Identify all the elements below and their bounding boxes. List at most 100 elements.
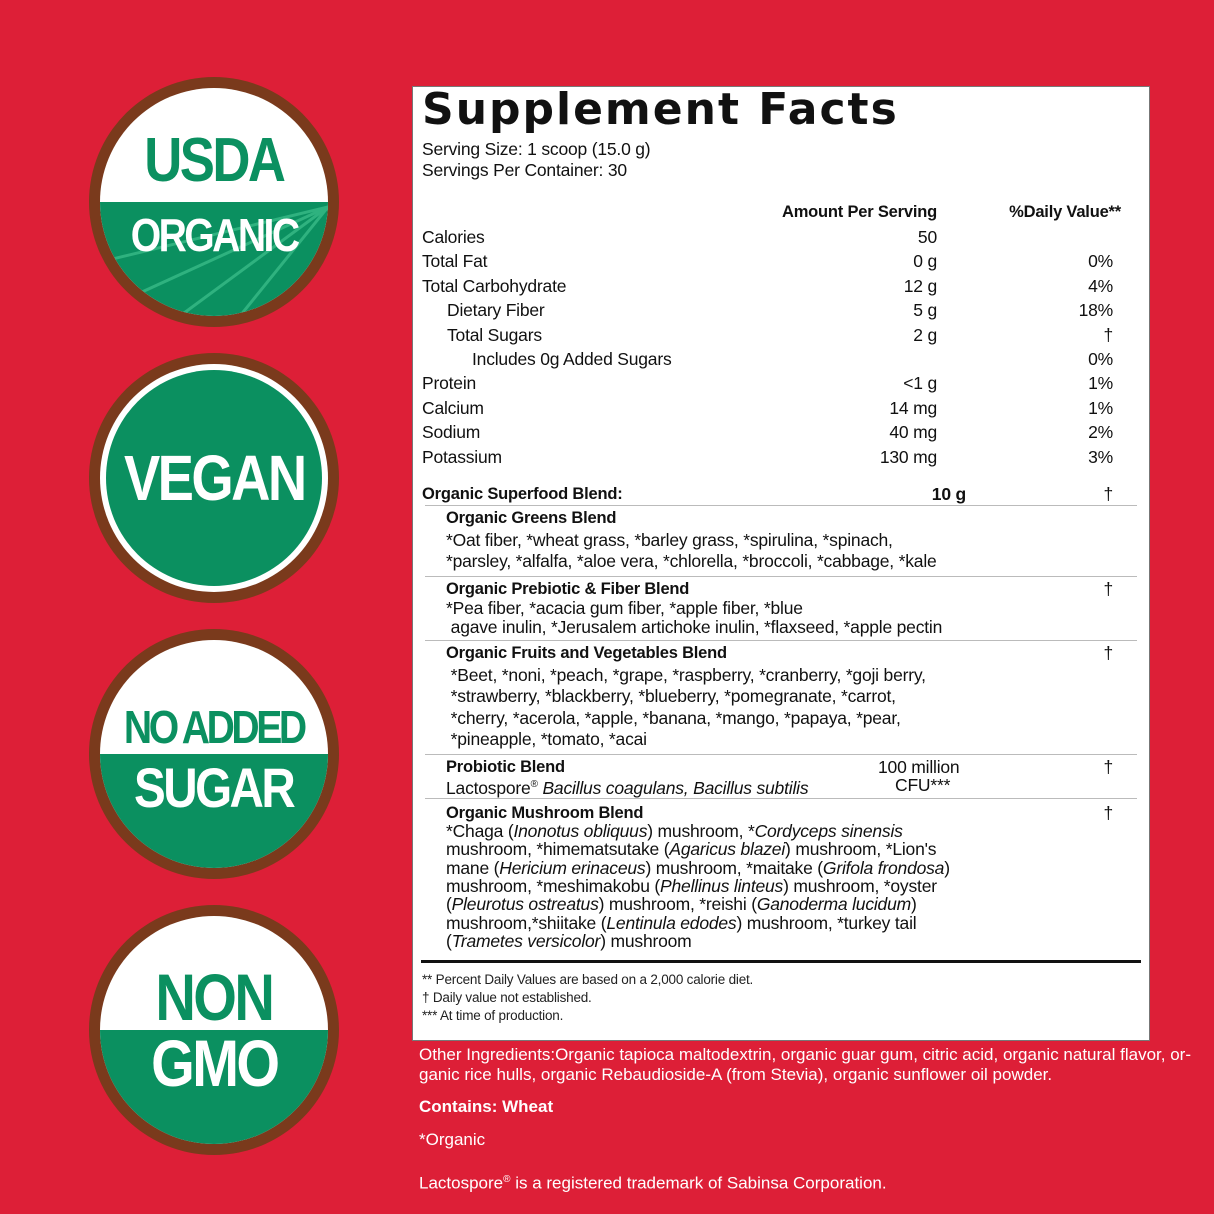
nutrient-daily-value: 0% [1088, 349, 1113, 369]
nutrient-daily-value: 0% [1088, 251, 1113, 272]
trademark-brand: Lactospore [419, 1173, 504, 1193]
species-name: Hericium erinaceus [499, 857, 646, 878]
probiotic-amount: 100 million [878, 757, 960, 777]
gmo-text: GMO [150, 1026, 280, 1100]
vegan-text: VEGAN [123, 442, 307, 514]
divider [425, 640, 1137, 641]
organic-note: *Organic [419, 1130, 486, 1149]
usda-text: USDA [144, 126, 286, 195]
nutrient-amount: 40 mg [889, 422, 937, 443]
ingredient-text: ) mushroom [600, 930, 692, 951]
superfood-blend-dv: † [1103, 484, 1113, 504]
ingredient-text: mushroom, *himematsutake ( [446, 839, 670, 860]
species-name: Inonotus obliquus [513, 821, 648, 841]
mushroom-ingredient-line: (Pleurotus ostreatus) mushroom, *reishi … [446, 894, 917, 914]
sub-blend-ingredients: *Pea fiber, *acacia gum fiber, *apple fi… [446, 598, 803, 618]
ingredient-text: ) mushroom, *reishi ( [598, 894, 757, 915]
other-ingredients-line-1: Other Ingredients:Organic tapioca maltod… [419, 1045, 1191, 1064]
supplement-facts-panel: Supplement Facts Serving Size: 1 scoop (… [412, 84, 1150, 1041]
page-title: Supplement Facts [422, 84, 899, 135]
nutrient-daily-value: 1% [1088, 397, 1113, 418]
usda-organic-badge: USDA ORGANIC [89, 77, 339, 327]
nutrient-name: Total Carbohydrate [422, 275, 567, 296]
non-text: NON [155, 960, 275, 1034]
mushroom-ingredient-line: mane (Hericium erinaceus) mushroom, *mai… [446, 858, 950, 878]
ingredient-text: ) [911, 894, 917, 915]
ingredient-text: mushroom, *meshimakobu ( [446, 875, 661, 896]
superfood-blend-name: Organic Superfood Blend: [422, 485, 623, 503]
footnote-daily-values: ** Percent Daily Values are based on a 2… [422, 972, 754, 987]
nutrient-daily-value: 2% [1088, 422, 1113, 443]
amount-header: Amount Per Serving [781, 203, 937, 221]
servings-per-container: Servings Per Container: 30 [422, 160, 627, 180]
ingredient-text: ) mushroom, *turkey tail [736, 912, 917, 933]
nutrient-name: Sodium [422, 422, 481, 443]
nutrient-name: Calories [422, 227, 485, 247]
species-name: Trametes versicolor [451, 930, 601, 951]
nutrient-daily-value: 18% [1078, 300, 1114, 321]
sub-blend-name: Organic Greens Blend [446, 509, 617, 527]
sub-blend-ingredients: *cherry, *acerola, *apple, *banana, *man… [446, 707, 901, 728]
nutrient-name: Dietary Fiber [447, 300, 545, 321]
species-name: Cordyceps sinensis [754, 821, 903, 841]
mushroom-ingredient-line: mushroom, *himematsutake (Agaricus blaze… [446, 839, 937, 860]
ingredient-text: ( [446, 930, 452, 951]
species-name: Agaricus blazei [669, 839, 786, 860]
allergen-statement: Contains: Wheat [419, 1097, 554, 1116]
non-gmo-badge: NON GMO [89, 905, 339, 1155]
divider [425, 505, 1137, 506]
no-added-text: NO ADDED [124, 701, 307, 753]
ingredient-text: *Chaga ( [446, 821, 514, 841]
registered-mark: ® [530, 779, 538, 790]
sub-blend-dv: † [1103, 643, 1113, 663]
nutrient-amount: 50 [917, 227, 937, 247]
nutrient-amount: 14 mg [889, 397, 937, 418]
species-name: Ganoderma lucidum [756, 894, 912, 915]
serving-size: Serving Size: 1 scoop (15.0 g) [422, 139, 651, 159]
nutrient-name: Calcium [422, 397, 484, 418]
footnote-dagger: † Daily value not established. [422, 990, 592, 1005]
nutrient-amount: 5 g [913, 300, 937, 321]
sub-blend-ingredients: agave inulin, *Jerusalem artichoke inuli… [446, 617, 943, 637]
probiotic-dv: † [1103, 757, 1113, 777]
probiotic-ingredients: Lactospore® Bacillus coagulans, Bacillus… [446, 775, 809, 798]
divider [425, 754, 1137, 755]
nutrient-amount: 12 g [903, 275, 937, 296]
sub-blend-ingredients: *Oat fiber, *wheat grass, *barley grass,… [446, 529, 893, 550]
sugar-text: SUGAR [134, 756, 296, 819]
ingredient-text: ) mushroom, *oyster [783, 875, 937, 896]
vegan-badge: VEGAN [89, 353, 339, 603]
ingredient-text: ) mushroom, * [647, 821, 755, 841]
ingredient-text: ) mushroom, *Lion's [785, 839, 937, 860]
other-ingredients-line-2: ganic rice hulls, organic Rebaudioside-A… [419, 1065, 1053, 1084]
probiotic-blend-name: Probiotic Blend [446, 758, 565, 776]
sub-blend-name: Organic Prebiotic & Fiber Blend [446, 580, 690, 598]
ingredient-text: ( [446, 894, 452, 915]
nutrient-daily-value: 3% [1088, 446, 1113, 467]
mushroom-ingredient-line: mushroom, *meshimakobu (Phellinus linteu… [446, 876, 937, 896]
ingredient-text: ) mushroom, *maitake ( [645, 857, 823, 878]
nutrient-amount: 0 g [913, 251, 937, 272]
mushroom-ingredient-line: *Chaga (Inonotus obliquus) mushroom, *Co… [446, 821, 903, 841]
nutrient-name: Potassium [422, 446, 502, 467]
sub-blend-ingredients: *Beet, *noni, *peach, *grape, *raspberry… [446, 664, 926, 685]
sub-blend-ingredients: *pineapple, *tomato, *acai [446, 729, 647, 749]
superfood-blend-amount: 10 g [931, 484, 966, 504]
species-name: Phellinus linteus [660, 875, 784, 896]
field-rays-icon [100, 205, 328, 316]
species-name: Grifola frondosa [822, 857, 945, 878]
trademark-text: is a registered trademark of Sabinsa Cor… [510, 1173, 887, 1193]
no-added-sugar-badge: NO ADDED SUGAR [89, 629, 339, 879]
divider [425, 576, 1137, 577]
mushroom-ingredient-line: mushroom,*shiitake (Lentinula edodes) mu… [446, 912, 917, 933]
nutrient-amount: 2 g [913, 324, 937, 345]
footnote-production: *** At time of production. [422, 1008, 564, 1023]
registered-mark: ® [503, 1174, 511, 1185]
species-name: Pleurotus ostreatus [451, 894, 599, 915]
nutrient-daily-value: 1% [1088, 373, 1113, 394]
mushroom-blend-name: Organic Mushroom Blend [446, 804, 644, 822]
sub-blend-ingredients: *parsley, *alfalfa, *aloe vera, *chlorel… [446, 551, 937, 571]
probiotic-species: Bacillus coagulans, Bacillus subtilis [542, 777, 809, 798]
divider [425, 798, 1137, 799]
daily-value-header: %Daily Value** [1009, 203, 1121, 221]
